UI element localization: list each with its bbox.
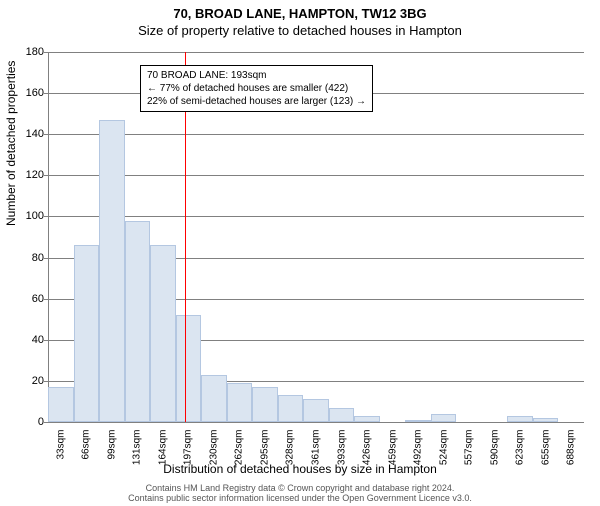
x-axis-labels: 33sqm66sqm99sqm131sqm164sqm197sqm230sqm2…: [48, 424, 584, 464]
histogram-bar: [74, 245, 100, 422]
histogram-bar: [252, 387, 278, 422]
y-tick-label: 40: [14, 334, 44, 346]
annotation-line-2: ← 77% of detached houses are smaller (42…: [147, 82, 366, 95]
histogram-bar: [150, 245, 176, 422]
histogram-bar: [48, 387, 74, 422]
gridline: [48, 134, 584, 135]
histogram-bar: [405, 420, 431, 422]
histogram-bar: [507, 416, 533, 422]
y-tick-label: 20: [14, 375, 44, 387]
y-tick-mark: [44, 422, 48, 423]
y-tick-mark: [44, 299, 48, 300]
y-tick-mark: [44, 258, 48, 259]
histogram-bar: [201, 375, 227, 422]
histogram-bar: [176, 315, 202, 422]
chart-title-main: 70, BROAD LANE, HAMPTON, TW12 3BG: [0, 6, 600, 21]
histogram-bar: [99, 120, 125, 422]
annotation-box: 70 BROAD LANE: 193sqm ← 77% of detached …: [140, 65, 373, 112]
gridline: [48, 216, 584, 217]
footer-attribution: Contains HM Land Registry data © Crown c…: [0, 484, 600, 504]
histogram-bar: [329, 408, 355, 422]
footer-line-2: Contains public sector information licen…: [128, 493, 472, 503]
y-tick-mark: [44, 340, 48, 341]
footer-line-1: Contains HM Land Registry data © Crown c…: [146, 483, 455, 493]
y-axis-line: [48, 52, 49, 422]
y-tick-label: 180: [14, 46, 44, 58]
histogram-bar: [278, 395, 304, 422]
y-tick-label: 140: [14, 128, 44, 140]
annotation-line-1: 70 BROAD LANE: 193sqm: [147, 69, 366, 82]
y-tick-mark: [44, 175, 48, 176]
y-tick-label: 80: [14, 252, 44, 264]
y-tick-label: 100: [14, 210, 44, 222]
gridline: [48, 175, 584, 176]
annotation-line-3: 22% of semi-detached houses are larger (…: [147, 95, 366, 108]
histogram-bar: [227, 383, 253, 422]
y-tick-mark: [44, 381, 48, 382]
y-tick-mark: [44, 52, 48, 53]
gridline: [48, 52, 584, 53]
y-tick-label: 120: [14, 169, 44, 181]
histogram-bar: [354, 416, 380, 422]
y-tick-label: 60: [14, 293, 44, 305]
chart-area: 020406080100120140160180 70 BROAD LANE: …: [48, 52, 584, 422]
histogram-bar: [125, 221, 151, 422]
x-axis-caption: Distribution of detached houses by size …: [0, 462, 600, 476]
histogram-bar: [533, 418, 559, 422]
histogram-bar: [431, 414, 457, 422]
y-tick-label: 160: [14, 87, 44, 99]
gridline: [48, 422, 584, 423]
histogram-bar: [303, 399, 329, 422]
y-tick-mark: [44, 134, 48, 135]
y-tick-label: 0: [14, 416, 44, 428]
chart-title-sub: Size of property relative to detached ho…: [0, 23, 600, 38]
y-tick-mark: [44, 216, 48, 217]
y-axis-label: Number of detached properties: [4, 61, 18, 226]
y-tick-mark: [44, 93, 48, 94]
